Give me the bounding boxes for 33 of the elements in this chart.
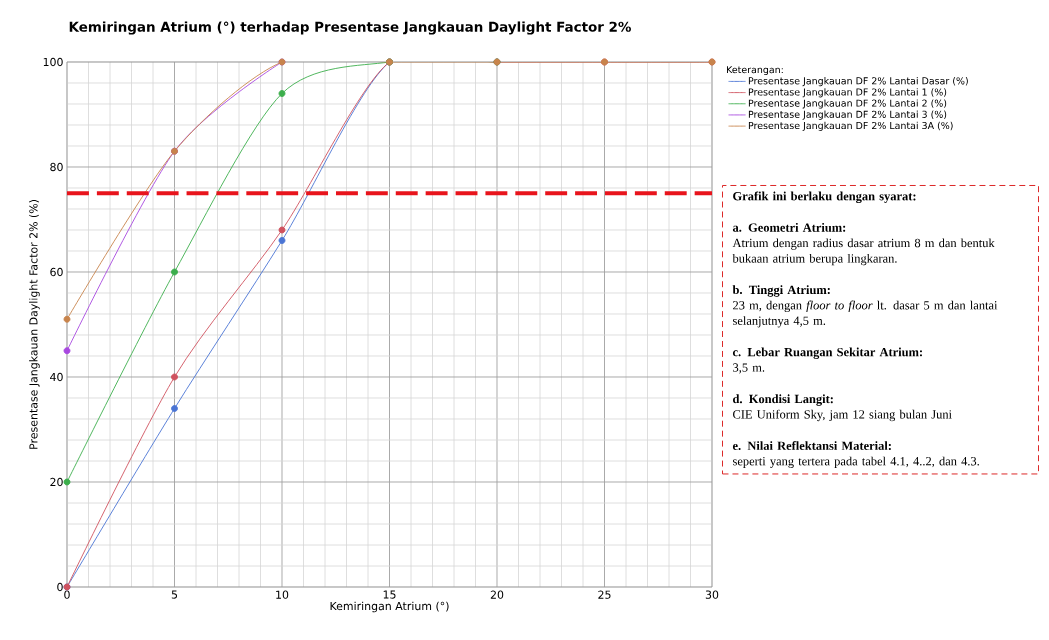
text: 23 m, dengan floor to floor lt. dasar 5 m dan lantai selanjutnya 4,5 m. xyxy=(733,300,998,328)
text: Grafik ini berlaku dengan syarat: xyxy=(733,191,916,204)
y-tick-label: 0 xyxy=(57,582,63,592)
y-tick-label: 80 xyxy=(50,162,63,172)
text: Atrium dengan radius dasar atrium 8 m dan bentuk bukaan atrium berupa lingkaran. xyxy=(732,238,995,266)
y-tick-label: 20 xyxy=(50,477,63,487)
legend-label: Presentase Jangkauan DF 2% Lantai 2 (%) xyxy=(748,99,947,109)
legend-label: Presentase Jangkauan DF 2% Lantai 3 (%) xyxy=(748,110,947,120)
legend-title: Keterangan: xyxy=(727,66,783,76)
x-axis-title: Kemiringan Atrium (°) xyxy=(330,601,449,613)
x-tick-label: 25 xyxy=(598,590,611,599)
text: CIE Uniform Sky, jam 12 siang bulan Juni xyxy=(733,409,952,422)
text: b. Tinggi Atrium: xyxy=(732,285,830,297)
text: e. Nilai Reflektansi Material: xyxy=(732,441,891,450)
text: 3,5 m. xyxy=(733,363,765,374)
text: d. Kondisi Langit: xyxy=(733,394,833,406)
text: c. Lebar Ruangan Sekitar Atrium: xyxy=(732,347,922,359)
text: a. Geometri Atrium: xyxy=(732,223,846,232)
x-tick-label: 15 xyxy=(383,590,396,599)
x-tick-label: 20 xyxy=(490,590,504,599)
x-tick-label: 10 xyxy=(276,590,289,599)
y-axis-title: Presentase Jangkauan Daylight Factor 2% (%) xyxy=(29,200,40,449)
x-tick-label: 30 xyxy=(705,590,719,599)
legend-label: Presentase Jangkauan DF 2% Lantai 1 (%) xyxy=(748,88,947,98)
y-tick-label: 40 xyxy=(50,372,63,382)
text: seperti yang tertera pada tabel 4.1, 4..2, dan 4.3. xyxy=(733,456,979,468)
chart-title: Kemiringan Atrium (°) terhadap Presentase Jangkauan Daylight Factor 2% xyxy=(69,21,631,35)
y-tick-label: 60 xyxy=(50,267,63,277)
x-tick-label: 0 xyxy=(64,590,70,599)
y-tick-label: 100 xyxy=(43,57,63,67)
legend-label: Presentase Jangkauan DF 2% Lantai Dasar (%) xyxy=(748,77,968,87)
x-tick-label: 5 xyxy=(171,590,178,599)
legend-label: Presentase Jangkauan DF 2% Lantai 3A (%) xyxy=(748,121,953,131)
